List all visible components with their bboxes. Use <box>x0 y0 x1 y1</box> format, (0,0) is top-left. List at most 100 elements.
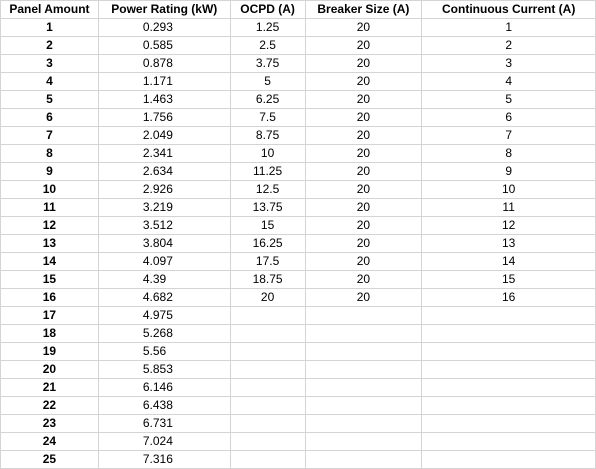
continuous-current-cell[interactable]: 2 <box>421 36 596 55</box>
ocpd-cell[interactable]: 3.75 <box>229 54 306 73</box>
breaker-size-cell[interactable]: 20 <box>304 198 423 217</box>
panel-amount-cell[interactable]: 18 <box>0 324 99 343</box>
continuous-current-cell[interactable]: 15 <box>421 270 596 289</box>
power-rating-cell[interactable]: 6.146 <box>97 378 231 397</box>
ocpd-cell[interactable] <box>229 342 306 361</box>
panel-amount-cell[interactable]: 19 <box>0 342 99 361</box>
breaker-size-cell[interactable]: 20 <box>304 54 423 73</box>
breaker-size-cell[interactable]: 20 <box>304 288 423 307</box>
power-rating-cell[interactable]: 4.097 <box>97 252 231 271</box>
breaker-size-cell[interactable] <box>304 324 423 343</box>
breaker-size-cell[interactable] <box>304 432 423 451</box>
power-rating-cell[interactable]: 3.512 <box>97 216 231 235</box>
breaker-size-cell[interactable] <box>304 360 423 379</box>
power-rating-cell[interactable]: 2.341 <box>97 144 231 163</box>
ocpd-cell[interactable]: 15 <box>229 216 306 235</box>
ocpd-cell[interactable] <box>229 306 306 325</box>
power-rating-cell[interactable]: 0.585 <box>97 36 231 55</box>
continuous-current-cell[interactable] <box>421 414 596 433</box>
power-rating-cell[interactable]: 2.926 <box>97 180 231 199</box>
breaker-size-cell[interactable]: 20 <box>304 126 423 145</box>
panel-amount-cell[interactable]: 21 <box>0 378 99 397</box>
continuous-current-cell[interactable]: 6 <box>421 108 596 127</box>
panel-amount-cell[interactable]: 12 <box>0 216 99 235</box>
breaker-size-cell[interactable]: 20 <box>304 216 423 235</box>
ocpd-cell[interactable] <box>229 450 306 469</box>
continuous-current-cell[interactable]: 10 <box>421 180 596 199</box>
power-rating-cell[interactable]: 5.853 <box>97 360 231 379</box>
ocpd-cell[interactable]: 6.25 <box>229 90 306 109</box>
power-rating-cell[interactable]: 3.804 <box>97 234 231 253</box>
breaker-size-cell[interactable] <box>304 306 423 325</box>
ocpd-cell[interactable]: 5 <box>229 72 306 91</box>
header-cell-panel-amount[interactable]: Panel Amount <box>0 0 99 19</box>
continuous-current-cell[interactable]: 7 <box>421 126 596 145</box>
power-rating-cell[interactable]: 2.634 <box>97 162 231 181</box>
breaker-size-cell[interactable]: 20 <box>304 72 423 91</box>
power-rating-cell[interactable]: 1.171 <box>97 72 231 91</box>
ocpd-cell[interactable]: 11.25 <box>229 162 306 181</box>
continuous-current-cell[interactable]: 12 <box>421 216 596 235</box>
panel-amount-cell[interactable]: 8 <box>0 144 99 163</box>
continuous-current-cell[interactable]: 3 <box>421 54 596 73</box>
ocpd-cell[interactable]: 12.5 <box>229 180 306 199</box>
continuous-current-cell[interactable]: 8 <box>421 144 596 163</box>
panel-amount-cell[interactable]: 5 <box>0 90 99 109</box>
header-cell-power-rating[interactable]: Power Rating (kW) <box>97 0 231 19</box>
ocpd-cell[interactable]: 8.75 <box>229 126 306 145</box>
header-cell-breaker-size[interactable]: Breaker Size (A) <box>304 0 423 19</box>
breaker-size-cell[interactable]: 20 <box>304 108 423 127</box>
power-rating-cell[interactable]: 7.316 <box>97 450 231 469</box>
continuous-current-cell[interactable]: 14 <box>421 252 596 271</box>
power-rating-cell[interactable]: 2.049 <box>97 126 231 145</box>
power-rating-cell[interactable]: 4.975 <box>97 306 231 325</box>
panel-amount-cell[interactable]: 3 <box>0 54 99 73</box>
breaker-size-cell[interactable] <box>304 342 423 361</box>
breaker-size-cell[interactable]: 20 <box>304 162 423 181</box>
breaker-size-cell[interactable]: 20 <box>304 234 423 253</box>
continuous-current-cell[interactable] <box>421 306 596 325</box>
ocpd-cell[interactable]: 13.75 <box>229 198 306 217</box>
breaker-size-cell[interactable]: 20 <box>304 252 423 271</box>
continuous-current-cell[interactable] <box>421 450 596 469</box>
ocpd-cell[interactable] <box>229 324 306 343</box>
panel-amount-cell[interactable]: 22 <box>0 396 99 415</box>
breaker-size-cell[interactable]: 20 <box>304 36 423 55</box>
ocpd-cell[interactable]: 7.5 <box>229 108 306 127</box>
panel-amount-cell[interactable]: 2 <box>0 36 99 55</box>
ocpd-cell[interactable] <box>229 396 306 415</box>
ocpd-cell[interactable] <box>229 378 306 397</box>
power-rating-cell[interactable]: 0.878 <box>97 54 231 73</box>
ocpd-cell[interactable]: 18.75 <box>229 270 306 289</box>
ocpd-cell[interactable] <box>229 432 306 451</box>
panel-amount-cell[interactable]: 20 <box>0 360 99 379</box>
continuous-current-cell[interactable]: 16 <box>421 288 596 307</box>
ocpd-cell[interactable]: 16.25 <box>229 234 306 253</box>
ocpd-cell[interactable]: 2.5 <box>229 36 306 55</box>
panel-amount-cell[interactable]: 13 <box>0 234 99 253</box>
continuous-current-cell[interactable]: 4 <box>421 72 596 91</box>
continuous-current-cell[interactable] <box>421 324 596 343</box>
continuous-current-cell[interactable] <box>421 342 596 361</box>
power-rating-cell[interactable]: 5.56 <box>97 342 231 361</box>
breaker-size-cell[interactable] <box>304 378 423 397</box>
panel-amount-cell[interactable]: 10 <box>0 180 99 199</box>
power-rating-cell[interactable]: 3.219 <box>97 198 231 217</box>
breaker-size-cell[interactable] <box>304 450 423 469</box>
continuous-current-cell[interactable] <box>421 432 596 451</box>
panel-amount-cell[interactable]: 15 <box>0 270 99 289</box>
ocpd-cell[interactable] <box>229 360 306 379</box>
power-rating-cell[interactable]: 7.024 <box>97 432 231 451</box>
panel-amount-cell[interactable]: 17 <box>0 306 99 325</box>
continuous-current-cell[interactable] <box>421 378 596 397</box>
panel-amount-cell[interactable]: 16 <box>0 288 99 307</box>
panel-amount-cell[interactable]: 7 <box>0 126 99 145</box>
continuous-current-cell[interactable]: 13 <box>421 234 596 253</box>
continuous-current-cell[interactable]: 1 <box>421 18 596 37</box>
ocpd-cell[interactable]: 1.25 <box>229 18 306 37</box>
header-cell-ocpd[interactable]: OCPD (A) <box>229 0 306 19</box>
power-rating-cell[interactable]: 6.731 <box>97 414 231 433</box>
breaker-size-cell[interactable]: 20 <box>304 18 423 37</box>
panel-amount-cell[interactable]: 1 <box>0 18 99 37</box>
power-rating-cell[interactable]: 4.39 <box>97 270 231 289</box>
